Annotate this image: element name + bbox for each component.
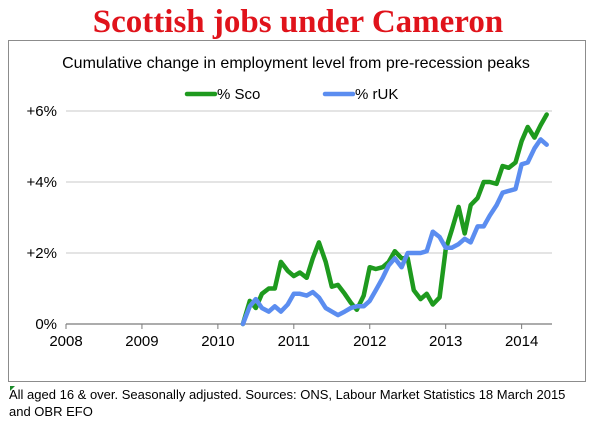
y-tick-label: +4% — [27, 174, 57, 191]
y-tick-label: 0% — [35, 316, 57, 333]
chart-footnote: All aged 16 & over. Seasonally adjusted.… — [9, 387, 566, 419]
legend-label: % Sco — [217, 86, 260, 103]
chart-frame: Cumulative change in employment level fr… — [8, 40, 586, 382]
grid-lines — [66, 110, 552, 254]
y-tick-label: +6% — [27, 103, 57, 120]
series-line-ruk — [240, 137, 549, 327]
chart-legend: % Sco % rUK — [184, 86, 398, 103]
axes: 0% +2% +4% +6% 2008 2009 2010 2011 2012 2013 2014 — [27, 103, 552, 350]
x-tick-label: 2009 — [125, 333, 158, 350]
legend-label: % rUK — [355, 86, 398, 103]
chart-headline: Scottish jobs under Cameron — [92, 4, 504, 40]
line-chart: Cumulative change in employment level fr… — [27, 55, 552, 350]
x-tick-label: 2012 — [353, 333, 386, 350]
x-tick-label: 2014 — [505, 333, 538, 350]
x-tick-label: 2013 — [429, 333, 462, 350]
chart-title: Cumulative change in employment level fr… — [62, 55, 530, 72]
series-line-sco — [240, 112, 549, 327]
x-tick-label: 2008 — [49, 333, 82, 350]
x-tick-label: 2011 — [278, 333, 310, 350]
y-tick-label: +2% — [27, 245, 57, 262]
footnote-marker — [10, 386, 15, 391]
series-lines — [240, 112, 549, 327]
x-tick-label: 2010 — [201, 333, 234, 350]
